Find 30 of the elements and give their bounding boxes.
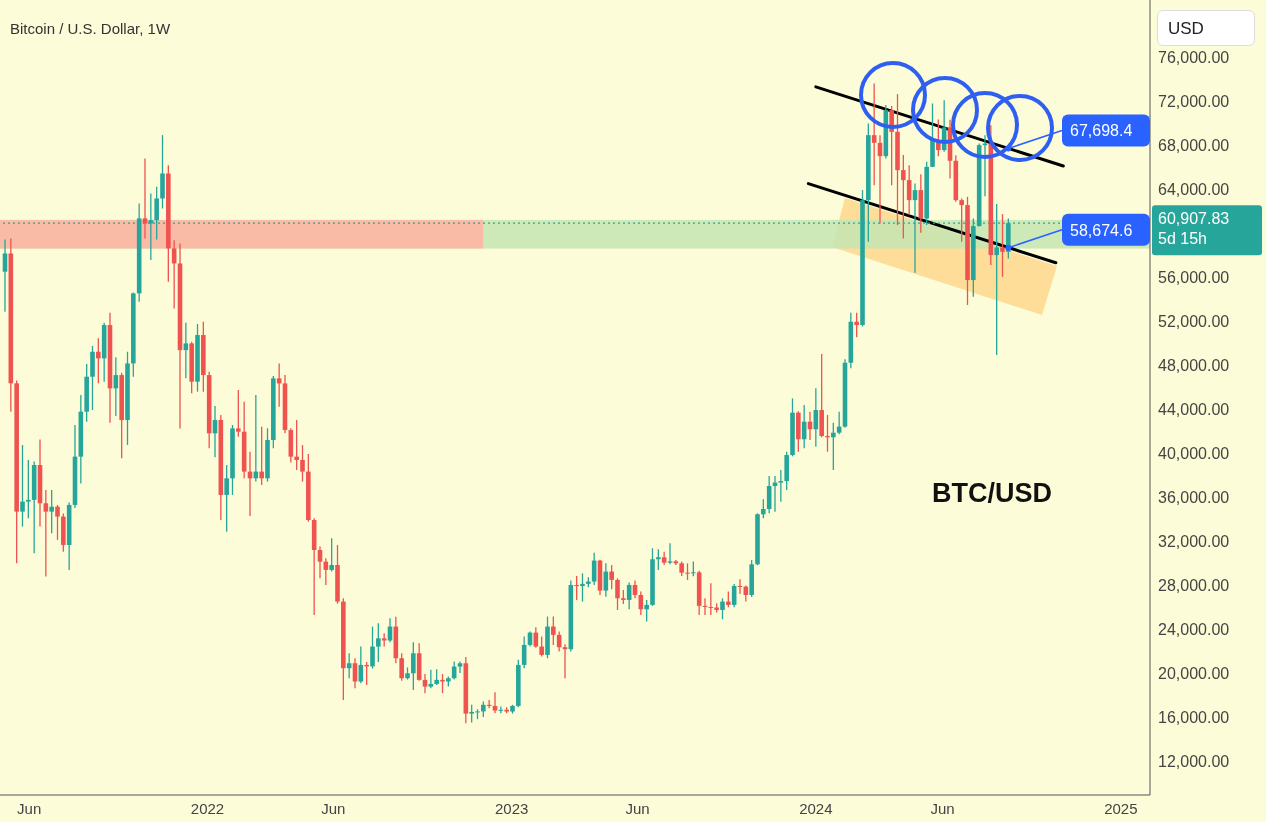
y-tick-label: 72,000.00 [1158,92,1230,110]
y-tick-label: 28,000.00 [1158,576,1230,594]
y-tick-label: 36,000.00 [1158,488,1230,506]
ref-line-label: 60,907.83 5d 15h [1158,210,1230,248]
y-tick-label: 40,000.00 [1158,444,1230,462]
x-tick-label: 2022 [190,799,225,817]
annotation: 67,698.4 [1070,122,1133,140]
y-tick-label: 64,000.00 [1158,180,1230,198]
y-tick-label: 56,000.00 [1158,268,1230,286]
y-axis-title: USD [1157,10,1255,46]
y-tick-label: 16,000.00 [1158,708,1230,726]
x-tick-label: Jun [625,799,650,817]
x-tick-label: 2023 [494,799,529,817]
annotation: BTC/USD [932,478,1052,509]
annotation: 58,674.6 [1070,221,1133,239]
x-tick-label: 2025 [1104,799,1138,817]
text: Bitcoin / U.S. Dollar, 1W [10,20,171,37]
x-tick-label: 2024 [799,799,833,817]
x-tick-label: Jun [321,799,346,817]
y-tick-label: 32,000.00 [1158,532,1230,550]
y-tick-label: 20,000.00 [1158,664,1230,682]
y-tick-label: 44,000.00 [1158,400,1230,418]
x-tick-label: Jun [930,799,955,817]
x-tick-label: Jun [17,799,42,817]
y-tick-label: 68,000.00 [1158,136,1230,154]
y-tick-label: 24,000.00 [1158,620,1230,638]
y-tick-label: 12,000.00 [1158,752,1230,770]
y-tick-label: 76,000.00 [1158,48,1230,66]
y-tick-label: 52,000.00 [1158,312,1230,330]
y-tick-label: 48,000.00 [1158,356,1230,374]
